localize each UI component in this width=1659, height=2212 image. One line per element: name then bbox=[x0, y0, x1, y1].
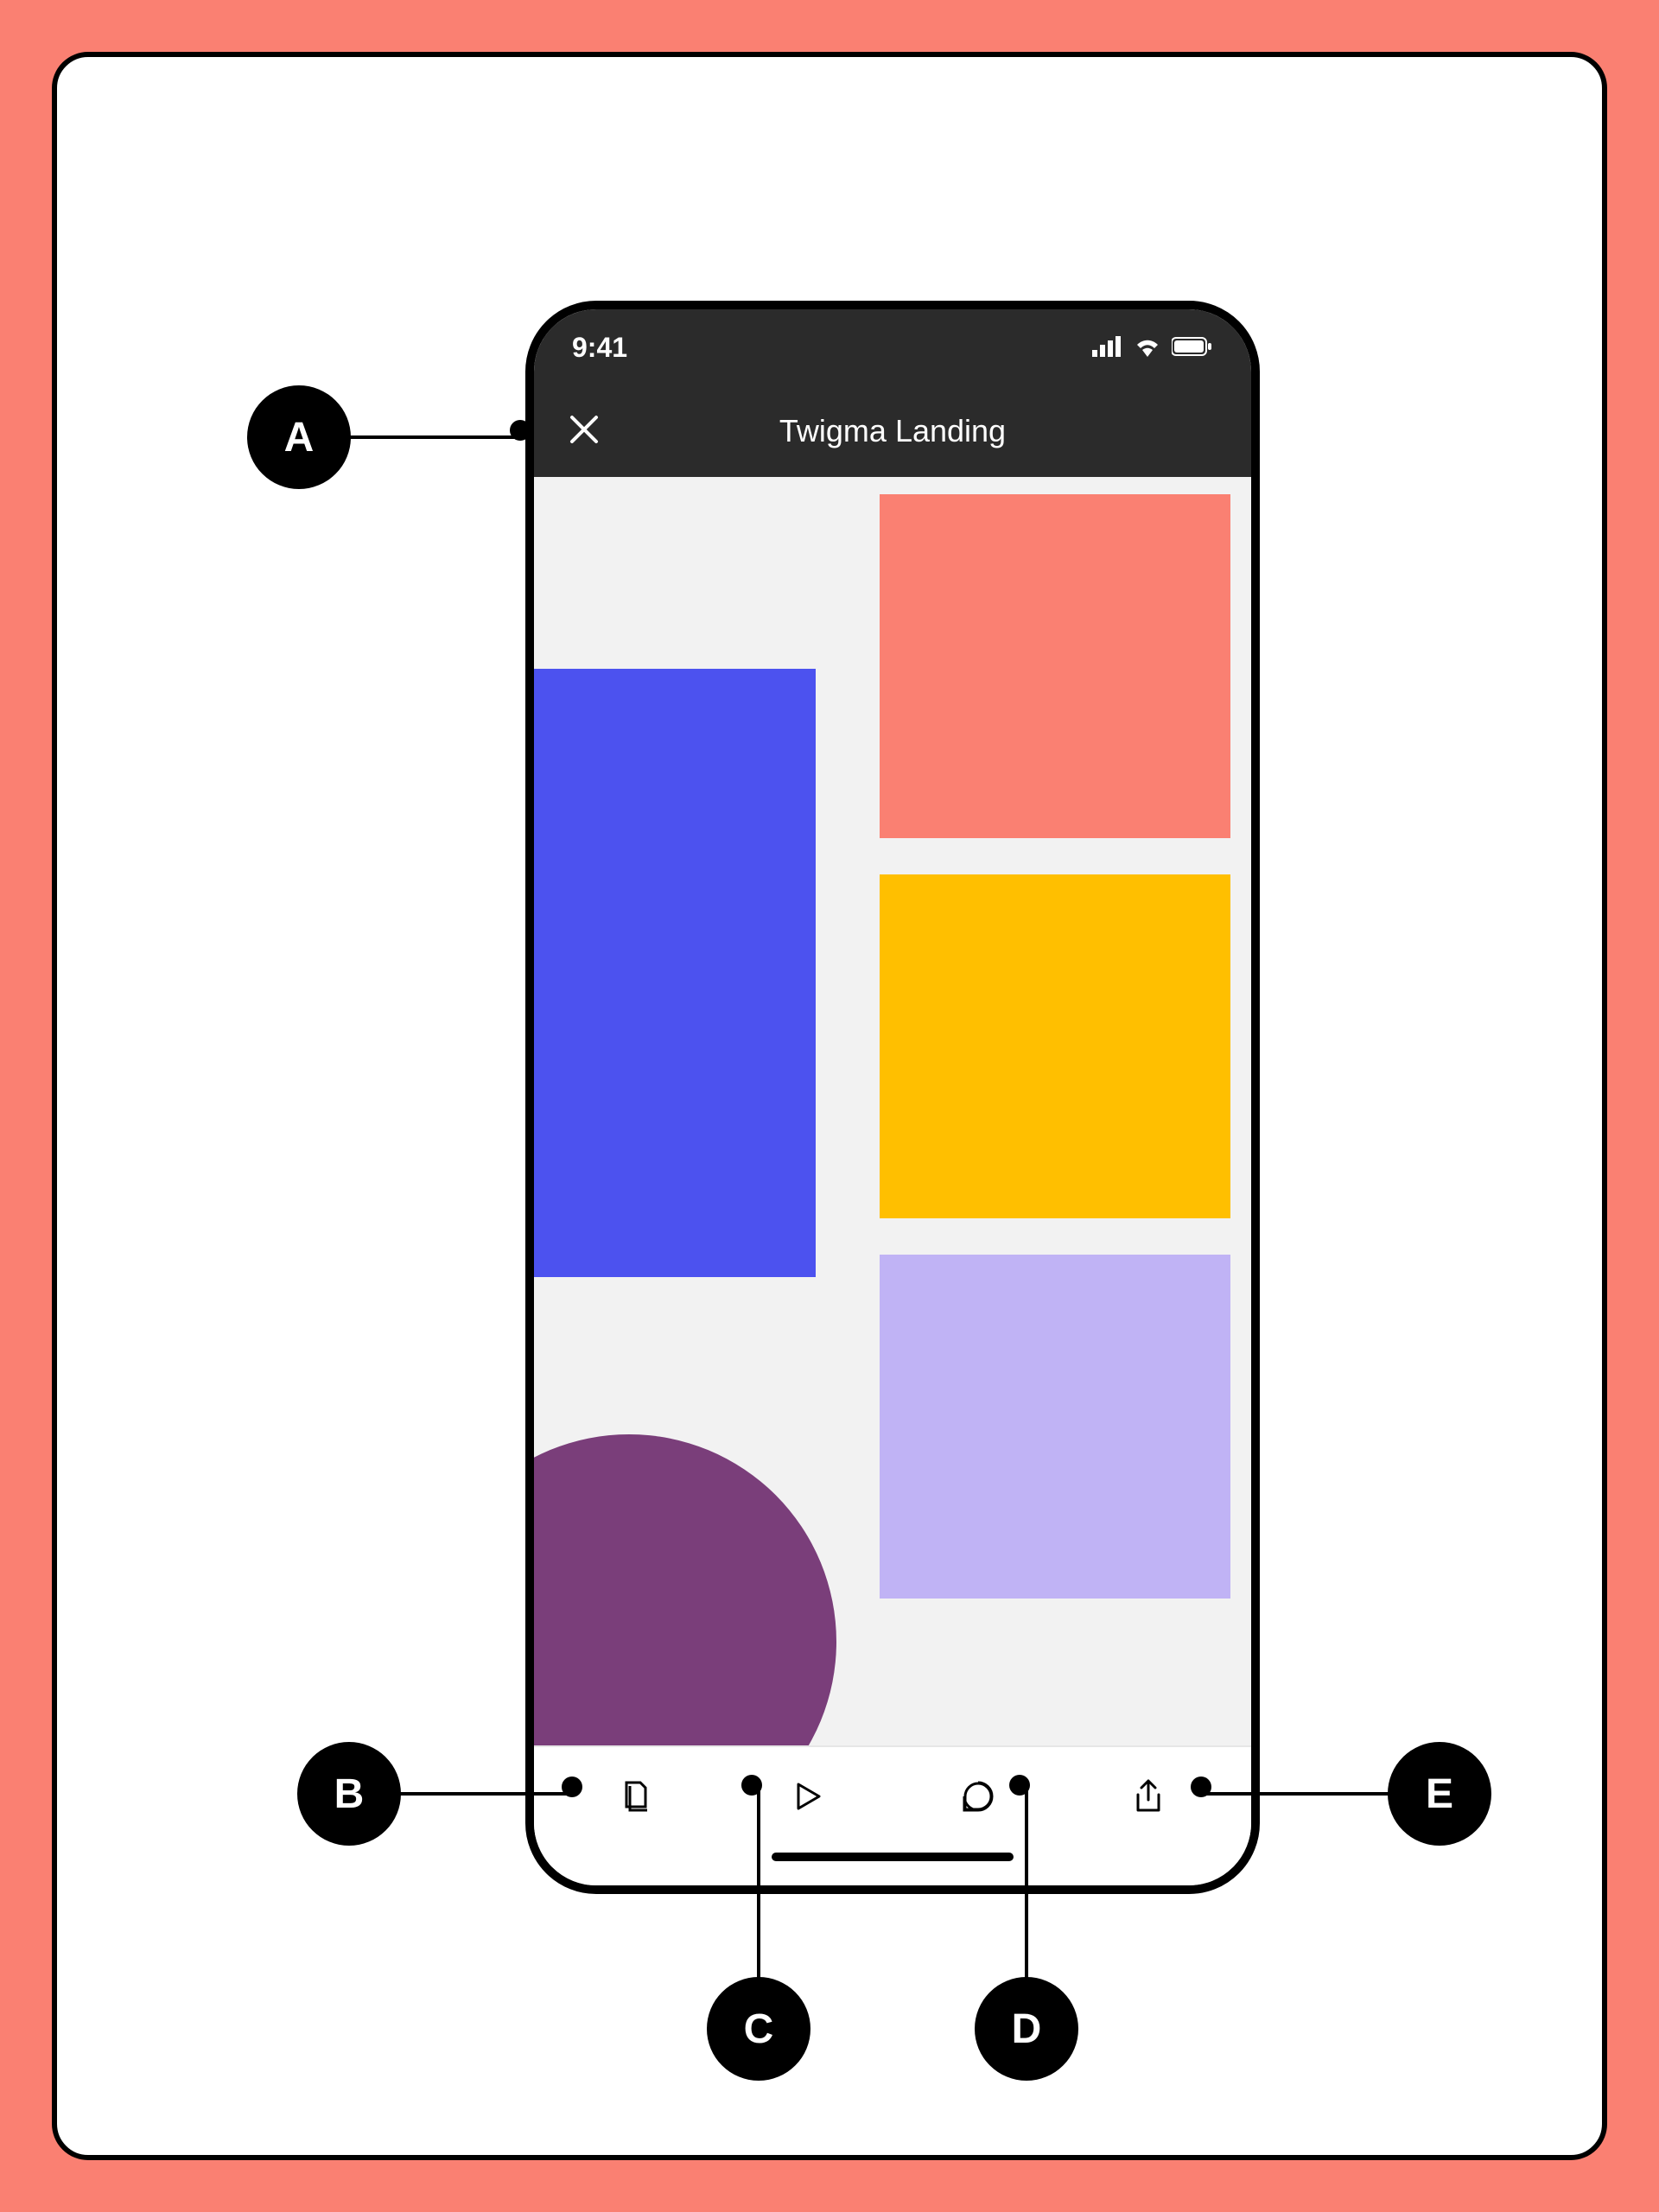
callout-badge-b: B bbox=[297, 1742, 401, 1846]
phone-mockup: 9:41 bbox=[525, 301, 1260, 1894]
home-indicator bbox=[772, 1853, 1014, 1861]
callout-badge-a: A bbox=[247, 385, 351, 489]
callout-dot-d bbox=[1009, 1775, 1030, 1796]
page-frame: 9:41 bbox=[0, 0, 1659, 2212]
pages-icon bbox=[618, 1777, 656, 1820]
callout-dot-b bbox=[562, 1777, 582, 1797]
callout-label: E bbox=[1426, 1770, 1453, 1818]
wifi-icon bbox=[1134, 332, 1161, 364]
nav-bar: Twigma Landing bbox=[534, 385, 1251, 477]
close-icon bbox=[569, 414, 600, 449]
shape-yellow-rect[interactable] bbox=[880, 874, 1230, 1218]
status-bar: 9:41 bbox=[534, 309, 1251, 385]
design-canvas[interactable] bbox=[534, 477, 1251, 1745]
callout-badge-e: E bbox=[1388, 1742, 1491, 1846]
callout-dot-a bbox=[510, 420, 531, 441]
callout-label: A bbox=[284, 414, 315, 461]
bottom-toolbar bbox=[534, 1745, 1251, 1849]
callout-badge-d: D bbox=[975, 1977, 1078, 2081]
comment-icon bbox=[960, 1778, 996, 1819]
shape-lilac-rect[interactable] bbox=[880, 1255, 1230, 1599]
play-button[interactable] bbox=[779, 1770, 835, 1826]
battery-icon bbox=[1172, 332, 1213, 364]
status-right-cluster bbox=[1092, 332, 1213, 364]
close-button[interactable] bbox=[563, 410, 605, 452]
comment-button[interactable] bbox=[950, 1770, 1006, 1826]
shape-purple-circle[interactable] bbox=[534, 1434, 836, 1745]
share-button[interactable] bbox=[1121, 1770, 1176, 1826]
pages-button[interactable] bbox=[609, 1770, 664, 1826]
home-indicator-area bbox=[534, 1849, 1251, 1894]
nav-title: Twigma Landing bbox=[779, 413, 1006, 449]
callout-dot-c bbox=[741, 1775, 762, 1796]
callout-dot-e bbox=[1191, 1777, 1211, 1797]
inner-panel: 9:41 bbox=[52, 52, 1607, 2160]
signal-icon bbox=[1092, 332, 1123, 364]
callout-label: C bbox=[744, 2005, 774, 2053]
shape-blue-rect[interactable] bbox=[534, 669, 816, 1277]
play-icon bbox=[790, 1779, 824, 1818]
share-icon bbox=[1131, 1777, 1166, 1820]
shape-coral-rect[interactable] bbox=[880, 494, 1230, 838]
status-time: 9:41 bbox=[572, 332, 627, 364]
callout-label: D bbox=[1012, 2005, 1042, 2053]
callout-label: B bbox=[334, 1770, 365, 1818]
callout-badge-c: C bbox=[707, 1977, 810, 2081]
